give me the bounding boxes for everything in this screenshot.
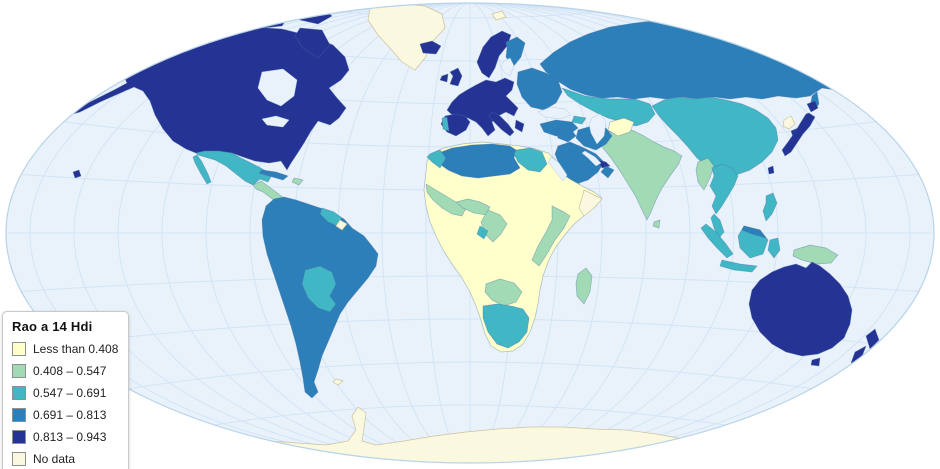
country-caucasus[interactable] [571, 115, 587, 125]
country-new-zealand[interactable] [865, 328, 880, 350]
country-sulawesi[interactable] [767, 237, 781, 259]
legend-panel: Rao a 14 Hdi Less than 0.408 0.408 – 0.5… [2, 311, 129, 469]
legend-swatch [12, 452, 26, 466]
sea-black-sea [537, 106, 572, 120]
sea-great-lakes [261, 115, 290, 128]
legend-item-label: Less than 0.408 [33, 342, 119, 356]
country-africa-interior[interactable] [423, 141, 603, 353]
country-oman[interactable] [600, 165, 615, 179]
country-somalia[interactable] [578, 189, 603, 217]
legend-item: Less than 0.408 [12, 342, 120, 356]
sea-caspian-sea [588, 113, 607, 145]
legend-item: 0.547 – 0.691 [12, 386, 120, 400]
country-north-africa[interactable] [435, 143, 521, 179]
country-mexico[interactable] [195, 150, 273, 186]
country-congo-basin[interactable] [480, 209, 508, 243]
country-norway-sweden[interactable] [476, 30, 512, 79]
sea-hudson-bay [257, 68, 298, 107]
country-java[interactable] [719, 259, 758, 273]
country-japan[interactable] [781, 112, 816, 157]
graticule-line [7, 361, 933, 412]
country-hispaniola[interactable] [291, 177, 304, 186]
country-ireland[interactable] [439, 73, 449, 83]
country-uk[interactable] [449, 67, 463, 87]
country-uae-qatar[interactable] [597, 159, 611, 169]
legend-swatch [12, 364, 26, 378]
legend-item: 0.691 – 0.813 [12, 408, 120, 422]
country-italy[interactable] [488, 111, 515, 137]
legend-item-label: 0.408 – 0.547 [33, 364, 107, 378]
country-egypt[interactable] [513, 147, 548, 173]
country-west-africa[interactable] [425, 183, 467, 217]
legend-swatch [12, 386, 26, 400]
country-bolivia-paraguay[interactable] [301, 265, 337, 313]
country-gabon[interactable] [476, 225, 489, 240]
legend-item: No data [12, 452, 120, 466]
country-iceland[interactable] [419, 40, 442, 55]
legend-swatch [12, 408, 26, 422]
country-malaysia-borneo[interactable] [741, 225, 767, 239]
country-morocco[interactable] [426, 149, 447, 169]
sea-baltic-sea [500, 57, 515, 77]
legend-swatch [12, 342, 26, 356]
legend-item: 0.813 – 0.943 [12, 430, 120, 444]
country-japan[interactable] [806, 100, 819, 113]
country-hawaii[interactable] [72, 169, 82, 179]
sea-red-sea [547, 156, 568, 182]
country-sumatra[interactable] [700, 223, 734, 259]
country-taiwan[interactable] [767, 165, 775, 175]
country-china-mongolia[interactable] [651, 96, 779, 176]
country-australia[interactable] [748, 261, 853, 357]
country-arctic-islands[interactable] [294, 27, 331, 59]
country-angola-zambia[interactable] [484, 278, 523, 307]
legend-title: Rao a 14 Hdi [12, 319, 93, 334]
country-east-africa[interactable] [531, 205, 571, 267]
country-afghanistan[interactable] [607, 117, 635, 137]
country-svalbard[interactable] [491, 10, 507, 21]
graticule-line [7, 3, 933, 19]
country-baja-california[interactable] [192, 154, 212, 185]
country-madagascar[interactable] [575, 267, 593, 305]
country-central-asia[interactable] [561, 87, 656, 127]
country-sri-lanka[interactable] [652, 219, 661, 229]
sea-persian-gulf [581, 150, 602, 167]
country-new-guinea[interactable] [792, 244, 839, 265]
map-outline [5, 2, 935, 464]
country-southern-africa[interactable] [482, 303, 530, 349]
legend-swatch [12, 430, 26, 444]
country-eastern-europe[interactable] [516, 67, 563, 111]
country-europe[interactable] [446, 77, 519, 137]
country-tasmania[interactable] [810, 357, 821, 367]
country-french-guiana[interactable] [335, 219, 348, 231]
country-iraq-syria[interactable] [555, 127, 577, 143]
country-thailand-vietnam[interactable] [709, 163, 739, 215]
country-greece[interactable] [514, 119, 525, 133]
legend-item: 0.408 – 0.547 [12, 364, 120, 378]
country-greenland[interactable] [367, 3, 446, 71]
legend-item-label: 0.691 – 0.813 [33, 408, 107, 422]
legend-item-label: No data [33, 452, 76, 466]
country-falkland-islands[interactable] [332, 378, 344, 386]
country-kamchatka[interactable] [840, 59, 859, 95]
country-portugal[interactable] [441, 116, 450, 132]
country-cuba[interactable] [258, 169, 289, 181]
legend-item-label: 0.813 – 0.943 [33, 430, 107, 444]
country-north-korea[interactable] [782, 115, 796, 130]
country-philippines[interactable] [762, 192, 778, 222]
legend-item-label: 0.547 – 0.691 [33, 386, 107, 400]
country-myanmar[interactable] [695, 157, 715, 191]
